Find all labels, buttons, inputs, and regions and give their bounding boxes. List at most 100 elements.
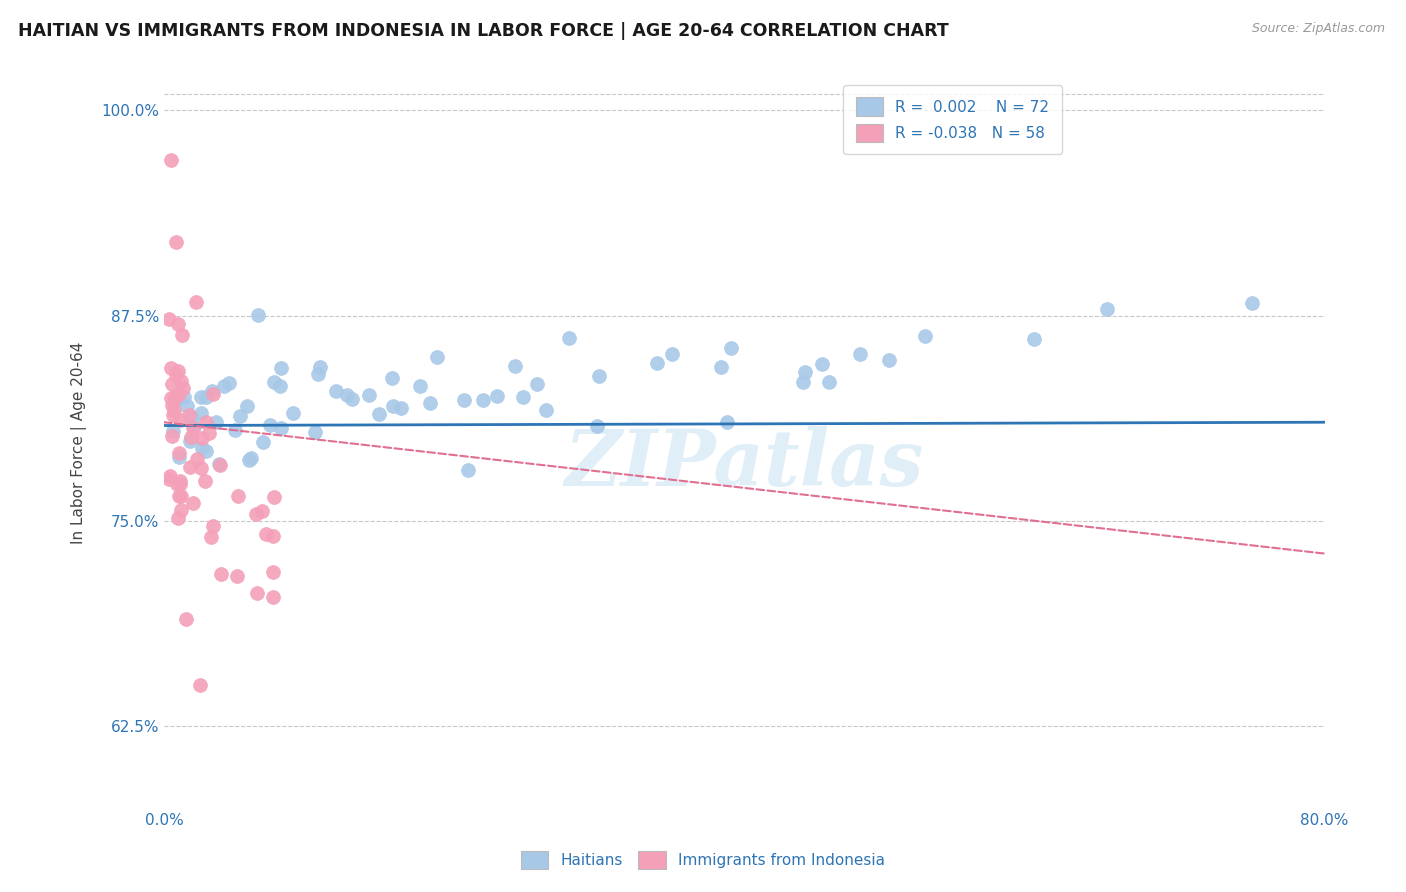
Point (190, 461, 212, 475)
Point (645, 356, 668, 370)
Point (512, 390, 534, 404)
Point (1024, 333, 1046, 347)
Point (503, 359, 526, 373)
Point (212, 379, 235, 393)
Point (200, 530, 222, 544)
Point (194, 475, 217, 489)
Point (188, 678, 211, 692)
Point (167, 446, 190, 460)
Legend: R =  0.002    N = 72, R = -0.038   N = 58: R = 0.002 N = 72, R = -0.038 N = 58 (844, 85, 1062, 154)
Point (181, 411, 204, 425)
Point (381, 371, 404, 385)
Point (245, 507, 267, 521)
Point (169, 450, 191, 465)
Point (208, 457, 231, 471)
Point (226, 489, 249, 503)
Point (254, 527, 277, 541)
Point (534, 403, 557, 417)
Point (172, 381, 194, 395)
Point (849, 347, 872, 361)
Point (357, 388, 380, 402)
Point (426, 350, 449, 364)
Point (165, 235, 187, 249)
Point (283, 406, 305, 420)
Point (166, 477, 188, 491)
Point (163, 390, 186, 404)
Point (181, 420, 204, 434)
Point (173, 390, 195, 404)
Point (201, 387, 224, 401)
Point (263, 376, 285, 390)
Point (661, 347, 683, 361)
Point (710, 360, 733, 375)
Point (183, 420, 205, 434)
Point (176, 399, 198, 413)
Point (163, 395, 186, 409)
Point (184, 294, 207, 309)
Point (340, 392, 363, 406)
Point (794, 365, 817, 379)
Point (169, 387, 191, 401)
Point (240, 450, 263, 465)
Point (181, 496, 204, 510)
Point (382, 399, 405, 413)
Point (1095, 301, 1118, 316)
Point (225, 569, 247, 583)
Point (167, 511, 190, 525)
Point (165, 368, 187, 382)
Point (325, 384, 347, 399)
Point (720, 341, 742, 355)
Point (238, 453, 260, 467)
Point (558, 331, 581, 345)
Point (304, 425, 326, 439)
Point (170, 328, 193, 343)
Point (246, 586, 269, 600)
Point (201, 384, 224, 399)
Point (157, 472, 180, 486)
Point (263, 490, 285, 504)
Point (262, 590, 284, 604)
Point (170, 489, 193, 503)
Point (270, 361, 292, 376)
Point (167, 317, 190, 331)
Point (409, 379, 432, 393)
Point (195, 444, 218, 458)
Point (174, 612, 197, 626)
Point (179, 459, 201, 474)
Point (486, 389, 509, 403)
Point (453, 393, 475, 408)
Point (163, 391, 186, 405)
Point (170, 503, 193, 517)
Point (170, 374, 193, 388)
Point (262, 529, 284, 543)
Point (586, 418, 609, 433)
Point (169, 413, 191, 427)
Point (160, 153, 183, 167)
Point (180, 430, 202, 444)
Point (169, 476, 191, 491)
Point (160, 391, 183, 405)
Point (163, 402, 186, 417)
Point (194, 390, 217, 404)
Point (588, 369, 610, 384)
Point (252, 434, 274, 449)
Point (218, 376, 240, 391)
Point (209, 458, 232, 473)
Legend: Haitians, Immigrants from Indonesia: Haitians, Immigrants from Indonesia (515, 845, 891, 875)
Point (177, 408, 200, 422)
Point (162, 398, 184, 412)
Point (308, 360, 330, 375)
Point (307, 367, 329, 381)
Point (169, 489, 191, 503)
Point (166, 364, 188, 378)
Point (259, 418, 281, 433)
Point (169, 475, 191, 489)
Point (818, 375, 841, 389)
Point (194, 415, 217, 429)
Point (162, 424, 184, 438)
Point (235, 399, 257, 413)
Point (811, 357, 834, 371)
Point (224, 423, 246, 437)
Point (792, 376, 814, 390)
Point (162, 429, 184, 443)
